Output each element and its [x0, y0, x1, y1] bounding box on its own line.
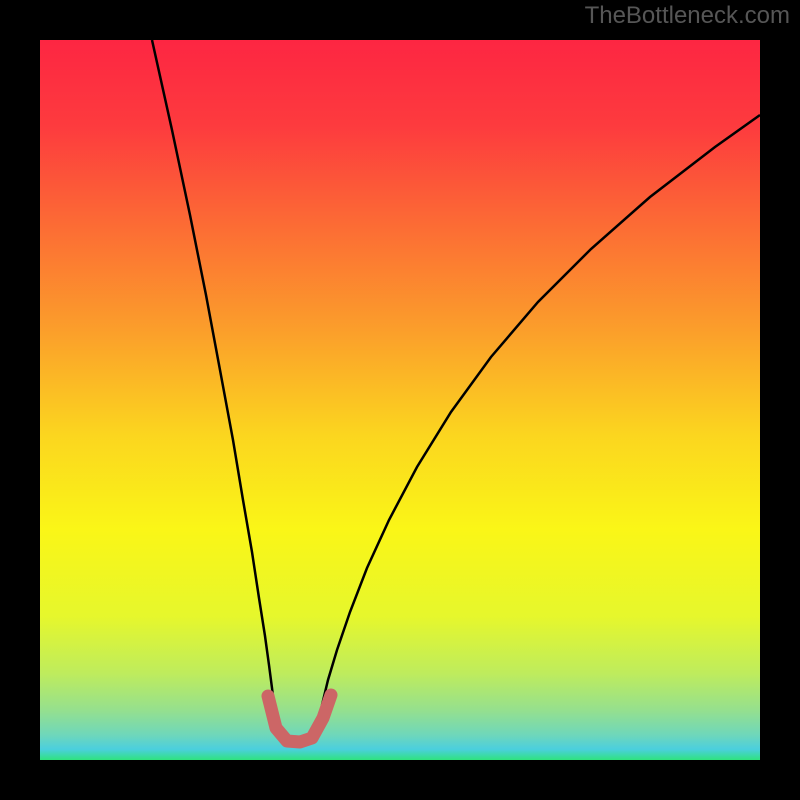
bottleneck-chart — [0, 0, 800, 800]
plot-background — [40, 40, 760, 760]
watermark-text: TheBottleneck.com — [585, 2, 790, 30]
